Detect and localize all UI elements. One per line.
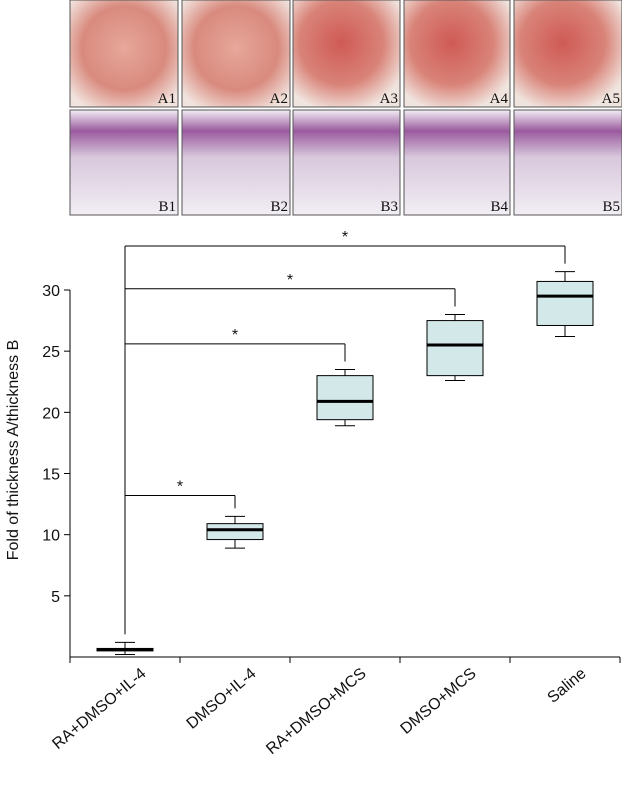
y-tick-label: 5 [51,589,60,606]
y-tick-label: 25 [42,344,60,361]
photo [403,109,511,216]
x-tick-label: DMSO+IL-4 [184,665,260,733]
x-tick-label: RA+DMSO+MCS [263,665,369,758]
photo-label: A4 [490,91,509,107]
photo-label: B2 [270,199,288,215]
photo [292,109,401,216]
photo [181,0,291,108]
significance-label: * [177,479,183,496]
photo-label: A5 [602,91,620,107]
photo [69,0,179,108]
photo [513,0,622,108]
x-tick-label: RA+DMSO+IL-4 [49,665,149,753]
box [206,523,264,541]
photo [403,0,511,108]
photo-label: B3 [380,199,398,215]
photo-label: A3 [380,91,398,107]
photo [181,109,291,216]
photo [292,0,401,108]
y-tick-label: 20 [42,405,60,422]
y-tick-label: 15 [42,467,60,484]
y-axis-label: Fold of thickness A/thickness B [5,340,22,561]
box [536,280,594,326]
significance-label: * [232,327,238,344]
photo-label: B1 [158,199,176,215]
photo-label: B5 [602,199,620,215]
x-tick-label: Saline [545,665,590,707]
box [426,320,484,377]
y-tick-label: 10 [42,528,60,545]
photo-label: A2 [270,91,288,107]
photo [69,109,179,216]
photo [513,109,622,216]
box [316,375,374,421]
photo-label: B4 [490,199,508,215]
photo-panel: A1 A2 A3 A4 A5 B1 B2 B3 B4 B5 [69,0,622,216]
significance-label: * [342,229,348,246]
photo-label: A1 [158,91,176,107]
x-tick-label: DMSO+MCS [397,665,479,738]
y-tick-label: 30 [42,283,60,300]
significance-label: * [287,272,293,289]
